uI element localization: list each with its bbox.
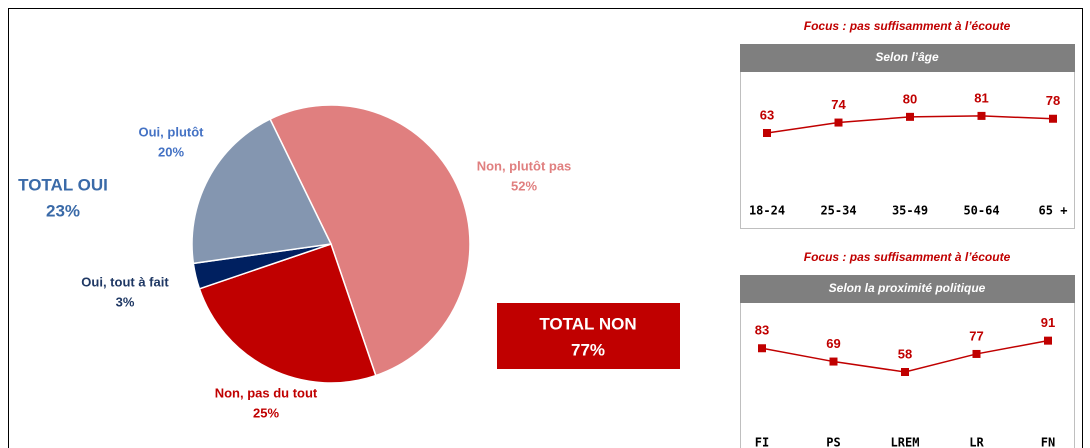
x-tick-label: 18-24 (749, 204, 785, 218)
total-label: TOTAL NON (539, 314, 636, 333)
data-label: 74 (831, 97, 846, 112)
point (758, 344, 766, 353)
point (1044, 336, 1052, 345)
point (834, 118, 843, 127)
x-tick-label: LR (969, 436, 984, 448)
point (977, 111, 986, 120)
data-label: 63 (760, 107, 774, 122)
x-tick-label: FI (755, 436, 769, 448)
x-tick-label: 35-49 (892, 204, 928, 218)
pie-slice (198, 243, 377, 384)
frame (8, 8, 1083, 448)
data-label: 91 (1041, 315, 1055, 330)
data-label: 78 (1046, 93, 1060, 108)
slice-label: Oui, plutôt (139, 124, 205, 139)
x-tick-label: 25-34 (820, 204, 856, 218)
point (1049, 114, 1057, 123)
slice-value: 52% (511, 178, 537, 193)
point (906, 112, 914, 121)
total-label: TOTAL OUI (18, 175, 108, 194)
data-label: 58 (898, 346, 912, 361)
total-value: 23% (46, 201, 80, 220)
x-tick-label: 65 + (1039, 204, 1068, 218)
slice-value: 20% (158, 144, 184, 159)
pie-slice (191, 118, 333, 265)
slice-value: 3% (116, 294, 135, 309)
slice-value: 25% (253, 405, 279, 420)
panel-header (740, 44, 1075, 72)
data-label: 80 (903, 91, 917, 106)
x-tick-label: PS (826, 436, 840, 448)
point (763, 129, 771, 137)
data-label: 83 (755, 323, 769, 338)
total-box (497, 303, 680, 369)
point (901, 368, 909, 376)
panel-title: Focus : pas suffisamment à l’écoute (804, 250, 1011, 264)
data-label: 69 (826, 336, 840, 351)
x-tick-label: LREM (891, 436, 920, 448)
panel-header (740, 275, 1075, 303)
x-tick-label: 50-64 (963, 204, 999, 218)
slice-label: Oui, tout à fait (81, 274, 169, 289)
point (972, 349, 981, 358)
x-tick-label: FN (1041, 436, 1055, 448)
total-value: 77% (571, 340, 605, 359)
data-label: 77 (969, 328, 983, 343)
panel-frame (740, 44, 1075, 229)
pie-slice (269, 104, 471, 377)
slice-label: Non, pas du tout (215, 385, 318, 400)
data-label: 81 (974, 90, 988, 105)
panel-title: Focus : pas suffisamment à l’écoute (804, 19, 1011, 33)
panel-subtitle: Selon l’âge (875, 50, 939, 64)
panel-subtitle: Selon la proximité politique (829, 281, 986, 295)
point (829, 357, 838, 366)
slice-label: Non, plutôt pas (477, 158, 572, 173)
